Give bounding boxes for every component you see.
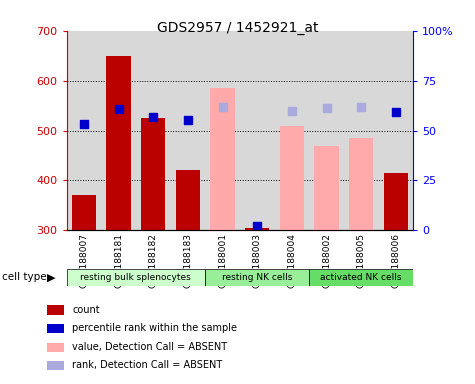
Text: ▶: ▶	[47, 272, 55, 282]
Bar	[309, 269, 413, 286]
Bar	[66, 31, 101, 230]
Bar	[171, 31, 205, 230]
Text: percentile rank within the sample: percentile rank within the sample	[72, 323, 237, 333]
Bar	[275, 31, 309, 230]
Text: rank, Detection Call = ABSENT: rank, Detection Call = ABSENT	[72, 361, 222, 371]
Point	[149, 114, 157, 120]
Text: GDS2957 / 1452921_at: GDS2957 / 1452921_at	[157, 21, 318, 35]
Bar	[66, 269, 205, 286]
Bar	[349, 138, 373, 230]
Text: value, Detection Call = ABSENT: value, Detection Call = ABSENT	[72, 342, 228, 352]
Point	[80, 121, 88, 127]
Bar	[245, 228, 269, 230]
Bar	[176, 170, 200, 230]
Bar	[384, 173, 408, 230]
Bar	[101, 31, 136, 230]
Point	[184, 116, 192, 122]
Bar	[344, 31, 379, 230]
Bar	[136, 31, 171, 230]
Bar	[72, 195, 96, 230]
Bar	[205, 269, 309, 286]
Point	[218, 104, 227, 110]
Bar	[47, 305, 64, 315]
Point	[323, 105, 331, 111]
Text: resting NK cells: resting NK cells	[222, 273, 293, 282]
Text: cell type: cell type	[2, 272, 47, 282]
Bar	[106, 56, 131, 230]
Text: activated NK cells: activated NK cells	[321, 273, 402, 282]
Point	[288, 108, 295, 114]
Bar	[314, 146, 339, 230]
Bar	[141, 118, 165, 230]
Point	[358, 104, 365, 110]
Bar	[47, 324, 64, 333]
Bar	[205, 31, 240, 230]
Text: resting bulk splenocytes: resting bulk splenocytes	[80, 273, 191, 282]
Bar	[309, 31, 344, 230]
Point	[254, 223, 261, 230]
Bar	[280, 126, 304, 230]
Point	[392, 109, 400, 115]
Text: count: count	[72, 305, 100, 314]
Bar	[47, 361, 64, 371]
Point	[115, 106, 123, 112]
Bar	[379, 31, 413, 230]
Bar	[47, 343, 64, 352]
Bar	[240, 31, 275, 230]
Bar	[210, 88, 235, 230]
